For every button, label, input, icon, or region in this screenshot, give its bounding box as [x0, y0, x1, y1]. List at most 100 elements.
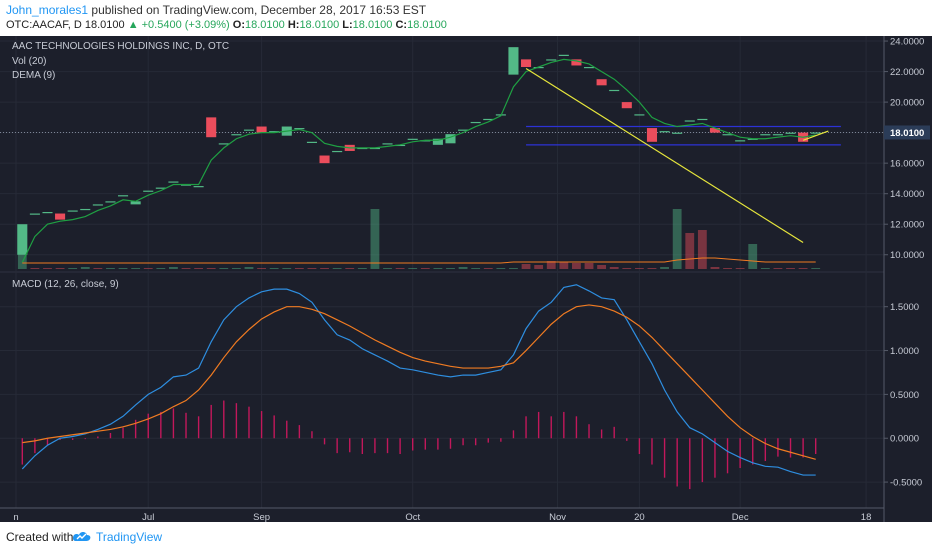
close-label: C: [395, 19, 408, 31]
volume-bar [219, 268, 229, 269]
volume-bar [609, 267, 619, 269]
created-with-label: Created with [6, 530, 74, 544]
candle [760, 134, 771, 136]
candle [583, 67, 595, 69]
volume-bar [521, 264, 531, 269]
channel-lines [526, 125, 841, 146]
candle [256, 126, 267, 133]
candle [67, 210, 78, 212]
volume-bar [257, 268, 266, 269]
volume-bar [282, 268, 292, 269]
tradingview-brand-link[interactable]: TradingView [96, 530, 163, 544]
volume-bar [194, 268, 204, 269]
volume-bar [647, 268, 657, 269]
candle [672, 132, 683, 134]
volume-bar [370, 209, 380, 269]
candle [596, 79, 607, 86]
candle [483, 118, 494, 121]
candle [558, 54, 569, 56]
volume-bar [420, 268, 430, 269]
volume-bar [458, 267, 468, 269]
volume-bar [30, 268, 40, 269]
volume-bar [723, 268, 732, 269]
candle [634, 114, 645, 116]
x-tick-label: n [13, 512, 18, 522]
x-tick-label: 18 [861, 512, 872, 522]
dema-polyline [21, 58, 816, 263]
volume-bar [735, 268, 745, 269]
price-change: ▲ +0.5400 (+3.09%) [127, 19, 230, 31]
macd-tick-label: 0.5000 [890, 390, 919, 401]
close-value: 18.0100 [407, 19, 447, 31]
volume-bar [43, 268, 52, 269]
volume-bar [672, 209, 682, 269]
candle [155, 187, 166, 189]
author-link[interactable]: John_morales1 [6, 3, 89, 17]
candle [621, 102, 632, 109]
candle [571, 59, 582, 66]
volume-bar [622, 268, 632, 269]
candle [269, 131, 280, 133]
macd-tick-label: 1.0000 [890, 346, 919, 357]
volume-bar [798, 268, 808, 269]
chart-area[interactable]: 10.000012.000014.000016.000018.000020.00… [0, 36, 932, 522]
price-tick-label: 16.0000 [890, 159, 924, 170]
volume-bar [294, 268, 304, 269]
candle [55, 213, 66, 220]
price-tick-label: 12.0000 [890, 220, 924, 231]
volume-bar [143, 268, 153, 269]
high-label: H: [287, 19, 300, 31]
candle [470, 121, 481, 124]
volume-bar [206, 268, 216, 269]
price-tick-label: 24.0000 [890, 37, 924, 48]
x-tick-label: Oct [405, 512, 420, 522]
price-pane-title: AAC TECHNOLOGIES HOLDINGS INC, D, OTC [12, 41, 229, 52]
volume-bar [685, 233, 695, 269]
volume-bar [231, 268, 241, 269]
macd-line [21, 284, 816, 476]
candle [130, 201, 141, 205]
candle [458, 129, 469, 131]
candle [445, 134, 456, 144]
trendlines [525, 68, 829, 244]
candle [80, 208, 91, 211]
candle [432, 138, 443, 145]
volume-bar [534, 265, 544, 269]
candle [306, 141, 317, 143]
candle [319, 155, 330, 164]
tradingview-logo-icon [70, 528, 92, 549]
volume-bar [471, 268, 481, 269]
volume-bar [181, 268, 191, 269]
volume-bar [760, 268, 770, 269]
volume-bar [773, 268, 783, 269]
candle [546, 59, 557, 61]
grid-lines [0, 36, 884, 508]
volume-bar [383, 268, 392, 269]
publish-line: John_morales1 published on TradingView.c… [6, 3, 426, 17]
volume-bar [55, 268, 65, 269]
volume-bar [68, 268, 78, 269]
volume-bar [597, 265, 607, 269]
volume-bar [307, 268, 317, 269]
low-label: L: [342, 19, 353, 31]
open-label: O: [232, 19, 245, 31]
volume-bar [320, 268, 329, 269]
macd-tick-label: -0.5000 [890, 478, 922, 489]
candle [218, 143, 229, 145]
volume-bar [244, 267, 254, 269]
candle [407, 138, 418, 140]
macd-pane-title: MACD (12, 26, close, 9) [12, 279, 119, 290]
volume-bar [93, 268, 103, 269]
x-tick-label: Nov [549, 512, 566, 522]
candle [646, 128, 658, 142]
footer: Created with TradingView [0, 522, 932, 550]
chart-canvas[interactable]: 10.000012.000014.000016.000018.000020.00… [0, 36, 932, 522]
open-value: 18.0100 [245, 19, 285, 31]
volume-bar [80, 267, 90, 269]
candle [508, 47, 519, 75]
signal-line [22, 304, 816, 460]
candle [105, 201, 116, 203]
volume-bar [697, 230, 707, 269]
candle [810, 132, 821, 134]
candle [143, 190, 154, 192]
